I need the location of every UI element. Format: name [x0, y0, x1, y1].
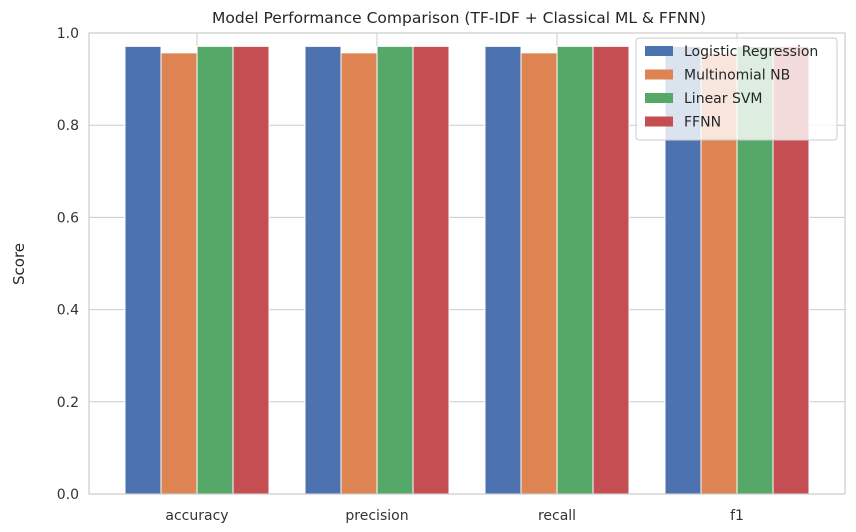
bar [160, 52, 198, 495]
y-axis-label: Score [10, 243, 28, 285]
bar [340, 52, 378, 495]
y-tick-label: 1.0 [57, 26, 79, 42]
legend-swatch [645, 93, 673, 103]
x-axis-ticks: accuracy precision recall f1 [165, 508, 744, 524]
legend-label: Linear SVM [684, 91, 763, 107]
x-tick-label: accuracy [165, 508, 228, 524]
legend-label: Logistic Regression [684, 44, 818, 60]
y-tick-label: 0.4 [57, 303, 79, 319]
legend-label: FFNN [684, 115, 721, 131]
bar [232, 45, 270, 495]
bar [520, 52, 558, 495]
y-axis-ticks: 0.0 0.2 0.4 0.6 0.8 1.0 [57, 26, 79, 503]
plot-frame [88, 32, 846, 495]
bar [304, 45, 342, 495]
bar [196, 45, 234, 495]
legend-swatch [645, 116, 673, 127]
bar [376, 45, 414, 495]
chart-title: Model Performance Comparison (TF-IDF + C… [212, 9, 706, 27]
legend-box [635, 37, 838, 141]
bar [484, 45, 522, 495]
bar [124, 45, 162, 495]
x-tick-label: f1 [730, 508, 744, 524]
y-tick-label: 0.0 [57, 487, 79, 503]
y-tick-label: 0.6 [57, 210, 79, 226]
bar [556, 45, 594, 495]
legend-label: Multinomial NB [684, 68, 790, 84]
legend-swatch [645, 46, 673, 56]
legend: Logistic Regression Multinomial NB Linear … [635, 37, 838, 141]
x-tick-label: precision [345, 508, 408, 524]
legend-swatch [645, 69, 673, 80]
bar [592, 45, 630, 495]
y-tick-label: 0.8 [57, 118, 79, 134]
x-tick-label: recall [538, 508, 576, 524]
y-tick-label: 0.2 [57, 395, 79, 411]
bar [412, 45, 450, 495]
